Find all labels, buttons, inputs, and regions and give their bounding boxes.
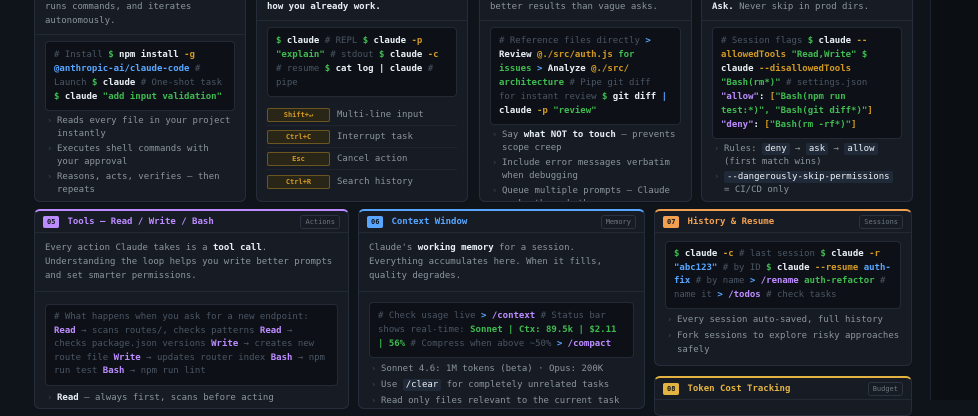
- shortcut-row: Ctrl+R Search history: [267, 171, 457, 192]
- bullet-text: prevents scope creep: [502, 130, 676, 153]
- list-item: Include error messages verbatim when deb…: [490, 157, 681, 183]
- card-title: Token Cost Tracking: [687, 383, 791, 394]
- rules-tail: (first match wins): [724, 157, 822, 167]
- code-block: # Install $ npm install -g @anthropic-ai…: [45, 41, 235, 111]
- shortcut-list: Shift+↵ Multi-line input Ctrl+C Interrupt …: [257, 97, 467, 192]
- card-permissions: Ask. Never skip in prod dirs. # Session …: [701, 0, 913, 202]
- card-modes: how you already work. $ claude # REPL $ …: [256, 0, 468, 202]
- bullet-list: Rules: deny → ask → allow (first match w…: [702, 139, 912, 197]
- card-lead: Every action Claude takes is a tool call…: [35, 241, 348, 292]
- card-history: 07 History & Resume Sessions $ claude -c #…: [654, 209, 912, 366]
- tag-badge: Memory: [600, 214, 636, 229]
- lead-text: . Understanding the loop helps you write…: [45, 243, 333, 281]
- bullet-text: Use: [381, 380, 403, 390]
- section-number: 05: [43, 215, 60, 228]
- card-lead: Ask. Never skip in prod dirs.: [702, 0, 912, 21]
- card-lead: Claude's working memory for a session. E…: [359, 241, 644, 292]
- card-header: 07 History & Resume Sessions: [655, 211, 911, 233]
- code-block: # What happens when you ask for a new en…: [45, 304, 338, 386]
- bullet-list: Read — always first, scans before acting: [35, 386, 348, 405]
- code-block: $ claude # REPL $ claude -p "explain" # …: [267, 27, 457, 97]
- rules-label: Rules:: [724, 144, 757, 154]
- card-lead: how you already work.: [257, 0, 467, 21]
- section-number: 07: [663, 215, 680, 228]
- list-item: Reasons, acts, verifies — then repeats: [45, 171, 235, 197]
- bullet-list: Say what NOT to touch — prevents scope c…: [480, 125, 691, 201]
- bullet-text: Say: [502, 130, 524, 140]
- code-block: # Reference files directly > Review @./s…: [490, 27, 681, 125]
- tag-badge: Actions: [300, 214, 340, 229]
- bullet-list: Every session auto-saved, full history F…: [655, 309, 911, 357]
- list-item: Rules: deny → ask → allow (first match w…: [712, 143, 902, 169]
- section-number: 08: [663, 382, 680, 395]
- code-block: $ claude -c # last session $ claude -r "…: [665, 241, 901, 309]
- card-title: Tools — Read / Write / Bash: [67, 216, 214, 227]
- lead-text: Never skip in prod dirs.: [733, 2, 870, 12]
- bullet-text: — always first, scans before acting: [78, 392, 274, 403]
- rule-ask: ask: [805, 143, 829, 155]
- lead-text: Every action Claude takes is a: [45, 243, 213, 253]
- list-item: Say what NOT to touch — prevents scope c…: [490, 129, 681, 155]
- shortcut-row: Shift+↵ Multi-line input: [267, 105, 457, 126]
- card-context: 06 Context Window Memory Claude's working …: [358, 209, 645, 409]
- list-item: Queue multiple prompts — Claude works th…: [490, 185, 681, 201]
- rule-deny: deny: [761, 143, 790, 155]
- card-header: 08 Token Cost Tracking Budget: [655, 378, 911, 400]
- list-item: Read only files relevant to the current …: [369, 394, 634, 408]
- list-item: --dangerously-skip-permissions = CI/CD o…: [712, 171, 902, 197]
- shortcut-row: Ctrl+C Interrupt task: [267, 127, 457, 148]
- card-header: 05 Tools — Read / Write / Bash Actions: [35, 211, 348, 233]
- kbd-key: Ctrl+R: [267, 174, 330, 189]
- kbd-key: Shift+↵: [267, 108, 330, 122]
- bullet-bold: Read: [57, 392, 79, 403]
- kbd-key: Esc: [267, 152, 330, 166]
- card-header: 06 Context Window Memory: [359, 211, 644, 233]
- shortcut-row: Esc Cancel action: [267, 149, 457, 170]
- code-block: # Check usage live > /context # Status b…: [369, 302, 634, 358]
- shortcut-desc: Search history: [337, 176, 413, 187]
- bullet-list: Reads every file in your project instant…: [35, 111, 245, 197]
- list-item: Every session auto-saved, full history: [665, 313, 901, 327]
- tag-badge: Budget: [867, 381, 903, 396]
- code-block: # Session flags $ claude --allowedTools …: [712, 27, 902, 139]
- card-budget: 08 Token Cost Tracking Budget: [654, 376, 912, 416]
- lead-text: for a session. Everything accumulates he…: [369, 243, 602, 281]
- list-item: Use /clear for completely unrelated task…: [369, 378, 634, 392]
- bullet-bold: what NOT to touch: [523, 130, 616, 140]
- lead-text: Claude's: [369, 243, 418, 253]
- shortcut-desc: Interrupt task: [337, 132, 413, 142]
- clear-command: /clear: [402, 379, 442, 391]
- bullet-text: for completely unrelated tasks: [446, 380, 610, 390]
- list-item: Reads every file in your project instant…: [45, 115, 235, 141]
- lead-bold: tool call: [212, 243, 262, 253]
- list-item: Sonnet 4.6: 1M tokens (beta) · Opus: 200…: [369, 362, 634, 376]
- list-item: Executes shell commands with your approv…: [45, 143, 235, 169]
- card-title: Context Window: [391, 216, 468, 227]
- list-item: Read — always first, scans before acting: [45, 392, 338, 405]
- card-lead: better results than vague asks.: [480, 0, 691, 21]
- card-tools: 05 Tools — Read / Write / Bash Actions Eve…: [34, 209, 349, 409]
- section-number: 06: [367, 215, 384, 228]
- card-title: History & Resume: [687, 216, 775, 227]
- shortcut-desc: Multi-line input: [337, 110, 424, 120]
- card-lead: runs commands, and iterates autonomously…: [35, 0, 245, 35]
- card-prompting: better results than vague asks. # Refere…: [479, 0, 692, 202]
- skip-tail: = CI/CD only: [724, 185, 790, 195]
- lead-bold: Ask.: [712, 2, 734, 12]
- shortcut-desc: Cancel action: [337, 154, 408, 164]
- skip-flag: --dangerously-skip-permissions: [724, 171, 893, 183]
- scrollbar-track[interactable]: [930, 0, 978, 400]
- kbd-key: Ctrl+C: [267, 130, 330, 144]
- tag-badge: Sessions: [859, 214, 903, 229]
- card-install: runs commands, and iterates autonomously…: [34, 0, 246, 202]
- rule-allow: allow: [844, 143, 878, 155]
- bullet-list: Sonnet 4.6: 1M tokens (beta) · Opus: 200…: [359, 358, 644, 408]
- lead-bold: working memory: [417, 243, 494, 253]
- list-item: Fork sessions to explore risky approache…: [665, 329, 901, 357]
